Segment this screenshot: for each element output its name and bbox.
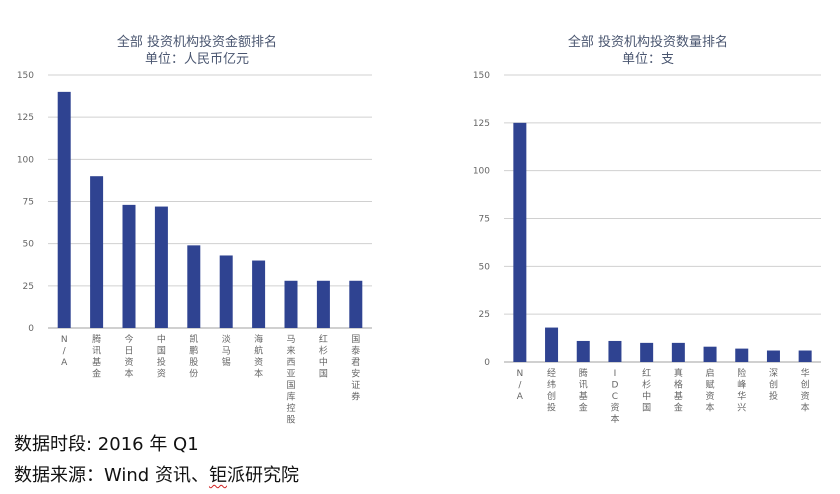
chart-subtitle: 单位：人民币亿元: [145, 52, 249, 67]
x-tick-label: 中国投资: [157, 333, 166, 380]
y-tick-label: 100: [473, 167, 490, 177]
y-tick-label: 75: [479, 215, 490, 225]
data-period: 数据时段: 2016 年 Q1: [14, 434, 199, 455]
data-source-suffix: 派研究院: [226, 465, 299, 486]
x-tick-label: 华创资本: [801, 367, 810, 414]
bar: [219, 255, 233, 328]
y-tick-label: 150: [17, 71, 34, 81]
x-tick-label: 红杉中国: [642, 367, 651, 414]
x-tick-label: 险峰华兴: [737, 367, 746, 414]
x-tick-label: 凯鹏股份: [189, 333, 198, 380]
bar: [252, 260, 266, 328]
bar: [671, 342, 685, 362]
bar: [122, 204, 136, 328]
x-tick-label: N / A: [61, 335, 68, 368]
data-source-prefix: 数据来源：Wind 资讯、: [14, 465, 209, 486]
x-tick-label: 红杉中国: [319, 333, 328, 380]
y-tick-label: 25: [23, 282, 34, 292]
data-source: 数据来源：Wind 资讯、钜派研究院: [14, 461, 299, 487]
bar: [576, 340, 590, 362]
x-tick-label: 腾讯基金: [579, 367, 588, 414]
bar: [57, 91, 71, 328]
y-tick-label: 0: [28, 324, 34, 334]
y-tick-label: 125: [473, 119, 490, 129]
bar: [703, 346, 717, 362]
x-tick-label: 启赋资本: [706, 367, 715, 414]
y-tick-label: 125: [17, 113, 34, 123]
bar: [154, 206, 168, 328]
y-tick-label: 0: [484, 358, 490, 368]
bar: [513, 122, 527, 362]
y-tick-label: 100: [17, 155, 34, 165]
bar: [735, 348, 749, 362]
amount-ranking-chart: 全部 投资机构投资金额排名 单位：人民币亿元 0255075100125150 …: [17, 34, 372, 426]
x-tick-label: 海航资本: [254, 333, 263, 380]
x-tick-label: 经纬创投: [547, 367, 556, 414]
y-tick-label: 25: [479, 310, 490, 320]
x-tick-label: 国泰君安证券: [351, 334, 360, 403]
x-tick-label: 淡马锡: [222, 334, 231, 368]
bar: [798, 350, 812, 362]
y-tick-label: 150: [473, 71, 490, 81]
bar: [608, 340, 622, 362]
x-tick-label: N / A: [516, 369, 523, 402]
chart-title: 全部 投资机构投资金额排名: [117, 34, 277, 50]
x-tick-label: 深创投: [769, 368, 778, 402]
bar: [187, 245, 201, 328]
y-tick-label: 75: [23, 198, 34, 208]
count-ranking-chart: 全部 投资机构投资数量排名 单位：支 0 25 50 75 100 125 150 N / A 经…: [473, 34, 821, 425]
bar: [316, 280, 330, 328]
x-tick-label: 今日资本: [124, 333, 133, 380]
x-tick-label: I D C 资本: [610, 369, 619, 425]
chart-subtitle: 单位：支: [622, 52, 674, 67]
data-source-highlight: 钜: [208, 465, 227, 486]
x-tick-label: 真格基金: [674, 367, 683, 414]
x-tick-label: 马来西亚国库控股: [286, 334, 295, 426]
bar: [349, 280, 363, 328]
bar: [90, 176, 104, 328]
chart-title: 全部 投资机构投资数量排名: [568, 34, 728, 50]
bar: [284, 280, 298, 328]
bar: [766, 350, 780, 362]
y-tick-label: 50: [23, 240, 35, 250]
bar: [545, 327, 559, 362]
y-tick-label: 50: [479, 262, 491, 272]
bar: [640, 342, 654, 362]
x-tick-label: 腾讯基金: [92, 333, 101, 380]
